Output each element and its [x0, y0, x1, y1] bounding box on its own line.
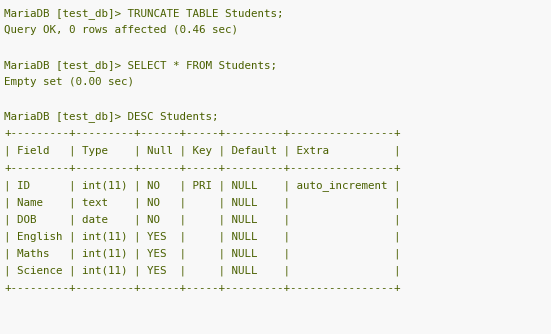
Text: +---------+---------+------+-----+---------+----------------+: +---------+---------+------+-----+------… — [4, 163, 401, 173]
Text: +---------+---------+------+-----+---------+----------------+: +---------+---------+------+-----+------… — [4, 128, 401, 138]
Text: MariaDB [test_db]> SELECT * FROM Students;: MariaDB [test_db]> SELECT * FROM Student… — [4, 59, 277, 70]
Text: MariaDB [test_db]> TRUNCATE TABLE Students;: MariaDB [test_db]> TRUNCATE TABLE Studen… — [4, 8, 284, 19]
Text: | Name    | text    | NO   |     | NULL    |                |: | Name | text | NO | | NULL | | — [4, 197, 401, 208]
Text: | English | int(11) | YES  |     | NULL    |                |: | English | int(11) | YES | | NULL | | — [4, 231, 401, 242]
Text: +---------+---------+------+-----+---------+----------------+: +---------+---------+------+-----+------… — [4, 283, 401, 293]
Text: | ID      | int(11) | NO   | PRI | NULL    | auto_increment |: | ID | int(11) | NO | PRI | NULL | auto_… — [4, 180, 401, 191]
Text: Query OK, 0 rows affected (0.46 sec): Query OK, 0 rows affected (0.46 sec) — [4, 25, 239, 35]
Text: | Science | int(11) | YES  |     | NULL    |                |: | Science | int(11) | YES | | NULL | | — [4, 266, 401, 277]
Text: | DOB     | date    | NO   |     | NULL    |                |: | DOB | date | NO | | NULL | | — [4, 214, 401, 225]
Text: MariaDB [test_db]> DESC Students;: MariaDB [test_db]> DESC Students; — [4, 111, 219, 122]
Text: Empty set (0.00 sec): Empty set (0.00 sec) — [4, 77, 134, 87]
Text: | Maths   | int(11) | YES  |     | NULL    |                |: | Maths | int(11) | YES | | NULL | | — [4, 249, 401, 259]
Text: | Field   | Type    | Null | Key | Default | Extra          |: | Field | Type | Null | Key | Default | … — [4, 146, 401, 156]
